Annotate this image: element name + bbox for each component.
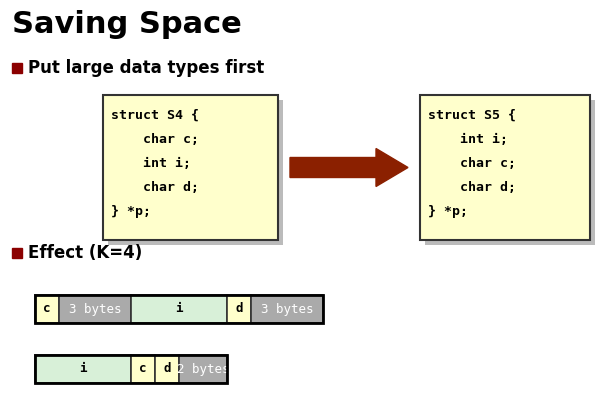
Text: char c;: char c; [428,157,516,170]
Bar [179,355,227,383]
Bar [420,95,590,240]
Bar [131,295,227,323]
Text: char d;: char d; [111,181,199,194]
Text: int i;: int i; [111,157,191,170]
Text: } *p;: } *p; [111,205,151,218]
Text: c: c [139,363,147,375]
Bar [35,295,59,323]
Text: 3 bytes: 3 bytes [69,302,121,316]
Text: Effect (K=4): Effect (K=4) [28,244,142,262]
Text: c: c [43,302,50,316]
Bar [35,355,131,383]
Text: i: i [79,363,87,375]
Bar [35,355,227,383]
Text: d: d [235,302,243,316]
Bar [425,100,595,245]
Bar [108,100,283,245]
Text: 3 bytes: 3 bytes [261,302,313,316]
Text: struct S4 {: struct S4 { [111,109,199,122]
Text: 2 bytes: 2 bytes [177,363,229,375]
Text: Put large data types first: Put large data types first [28,59,264,77]
Bar [35,295,323,323]
Text: char c;: char c; [111,133,199,146]
Text: Saving Space: Saving Space [12,10,242,39]
Text: i: i [175,302,183,316]
Text: d: d [163,363,171,375]
Text: int i;: int i; [428,133,508,146]
Bar [251,295,323,323]
Bar [131,355,155,383]
Bar [12,63,22,73]
Bar [103,95,278,240]
Bar [12,248,22,258]
Text: } *p;: } *p; [428,205,468,218]
Polygon shape [290,149,408,187]
Text: char d;: char d; [428,181,516,194]
Text: struct S5 {: struct S5 { [428,109,516,122]
Bar [59,295,131,323]
Bar [155,355,179,383]
Bar [227,295,251,323]
